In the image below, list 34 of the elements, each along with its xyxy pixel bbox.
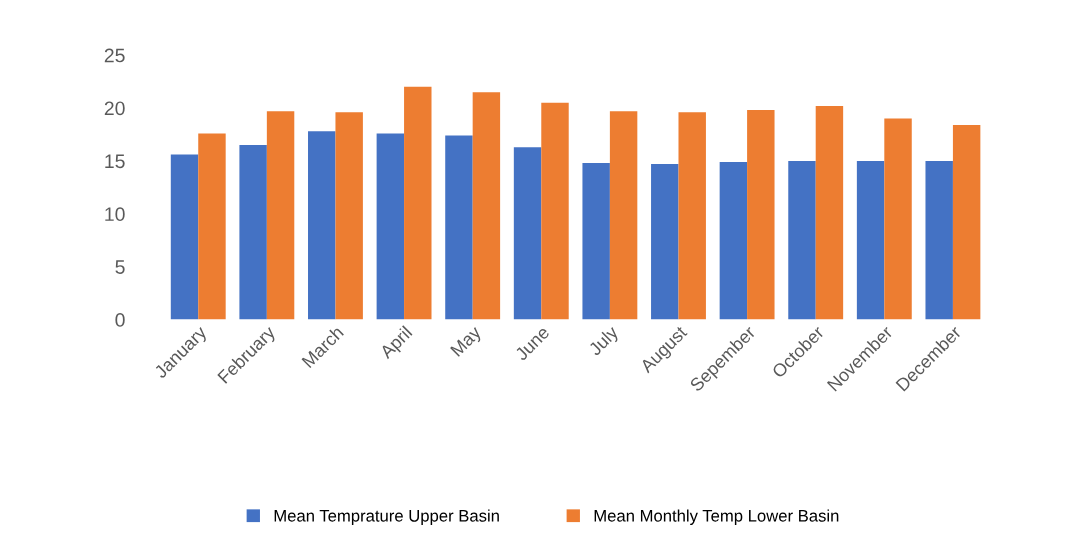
x-tick-label: July [587,324,622,359]
bar [239,145,267,320]
bar [513,147,542,320]
bar [541,102,569,320]
bar [404,86,432,320]
y-tick-label: 25 [104,48,125,63]
bar [445,135,473,320]
bar [884,118,912,320]
bar [198,133,226,320]
legend-label: Mean Monthly Temp Lower Basin [594,509,839,525]
bar [266,111,295,320]
y-tick-label: 0 [115,313,125,327]
y-tick-label: 10 [105,207,125,222]
bar [609,111,638,320]
legend-label: Mean Temprature Upper Basin [274,509,499,525]
x-tick-label: May [450,324,485,360]
y-tick-label: 15 [105,154,125,169]
y-tick-label: 20 [104,101,125,116]
bar [170,154,199,320]
y-tick-label: 5 [115,260,125,274]
bar [582,163,610,320]
bar [472,92,501,320]
bar [815,105,844,320]
bar [651,164,679,320]
bar [747,110,775,320]
bar [376,133,405,320]
bar [678,112,706,320]
bar [925,160,953,320]
bar [952,124,981,320]
bar [308,131,336,320]
bar [335,112,363,320]
bar [719,161,748,320]
bar [856,160,885,320]
bar [788,160,816,320]
